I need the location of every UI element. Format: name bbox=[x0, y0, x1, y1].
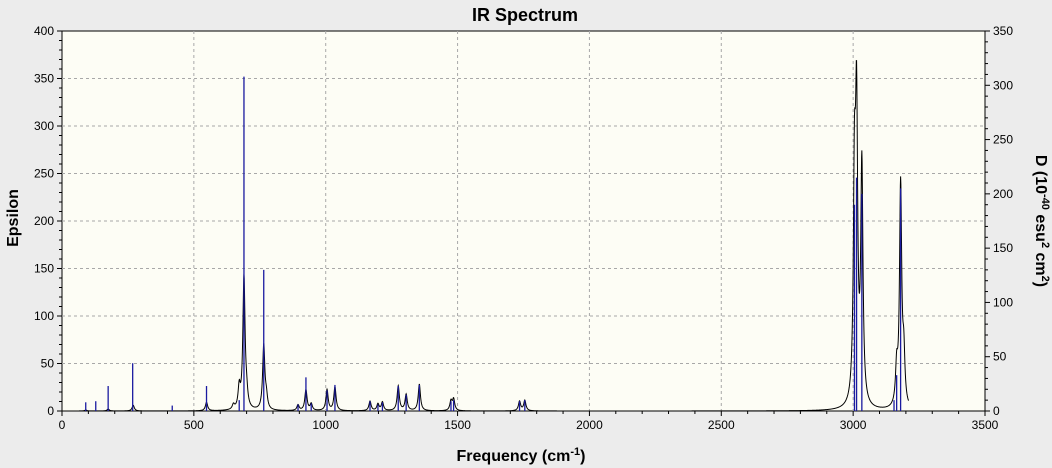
y-tick-label: 150 bbox=[34, 262, 54, 276]
spectrum-layer bbox=[77, 60, 909, 412]
y-tick-label: 350 bbox=[34, 72, 54, 86]
axes: 0 500 1000 1500 2000 2500 3000 3500050100150200… bbox=[34, 24, 1013, 432]
y2-tick-label: 100 bbox=[993, 295, 1013, 309]
y-tick-label: 400 bbox=[34, 24, 54, 38]
x-tick-label: 0 bbox=[59, 418, 66, 432]
y2-tick-label: 300 bbox=[993, 78, 1013, 92]
y2-axis-title-part: esu bbox=[1032, 210, 1049, 242]
x-tick-label: 1500 bbox=[444, 418, 471, 432]
y2-axis-title-superscript: 2 bbox=[1039, 242, 1051, 248]
x-tick-label: 2000 bbox=[576, 418, 603, 432]
y2-axis-title-superscript: 2 bbox=[1039, 276, 1051, 282]
spectrum-curve bbox=[77, 60, 909, 412]
y-tick-label: 0 bbox=[47, 404, 54, 418]
y-tick-label: 200 bbox=[34, 214, 54, 228]
x-tick-label: 500 bbox=[184, 418, 204, 432]
y-axis-title: Epsilon bbox=[5, 189, 22, 247]
y2-tick-label: 50 bbox=[993, 350, 1007, 364]
x-tick-label: 3500 bbox=[972, 418, 999, 432]
y2-axis-title-part: cm bbox=[1032, 248, 1049, 276]
y2-axis-title: D (10-40 esu2 cm2) bbox=[1032, 155, 1051, 287]
y2-tick-label: 150 bbox=[993, 241, 1013, 255]
y2-tick-label: 200 bbox=[993, 187, 1013, 201]
y-tick-label: 250 bbox=[34, 167, 54, 181]
y-tick-label: 50 bbox=[41, 357, 55, 371]
y2-axis-title-part: ) bbox=[1032, 282, 1049, 287]
x-axis-title: Frequency (cm-1) bbox=[457, 446, 586, 465]
x-axis-title-end: ) bbox=[580, 448, 585, 465]
y2-axis-title-superscript: -40 bbox=[1039, 194, 1051, 210]
y2-axis-title-part: D (10 bbox=[1032, 155, 1049, 194]
stick-spectrum bbox=[85, 76, 902, 411]
x-tick-label: 1000 bbox=[312, 418, 339, 432]
y2-tick-label: 350 bbox=[993, 24, 1013, 38]
y-tick-label: 100 bbox=[34, 309, 54, 323]
x-axis-title-superscript: -1 bbox=[570, 446, 580, 458]
chart-title: IR Spectrum bbox=[472, 5, 578, 25]
y2-tick-label: 0 bbox=[993, 404, 1000, 418]
x-axis-title-main: Frequency (cm bbox=[457, 448, 571, 465]
y-tick-label: 300 bbox=[34, 119, 54, 133]
x-tick-label: 2500 bbox=[708, 418, 735, 432]
grid-lines bbox=[62, 31, 985, 411]
x-tick-label: 3000 bbox=[840, 418, 867, 432]
y2-tick-label: 250 bbox=[993, 133, 1013, 147]
